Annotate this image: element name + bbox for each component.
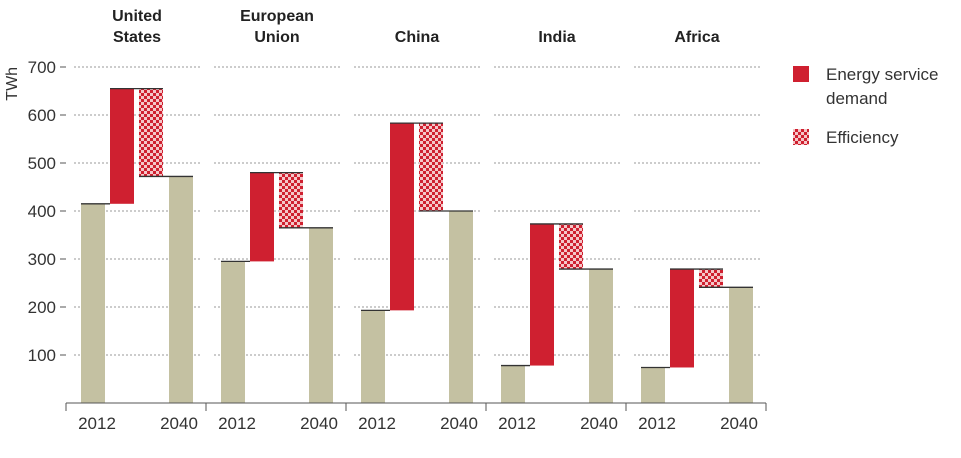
region-title: China [395,29,440,46]
bar-2040 [309,227,333,403]
legend-swatch-demand [793,66,809,82]
x-tick-label: 2012 [498,414,536,433]
legend-label: Energy service [826,65,938,84]
y-axis-label: TWh [4,67,21,101]
legend-swatch-efficiency [793,129,809,145]
region-title: European [240,8,314,25]
y-tick-label: 200 [28,298,56,317]
bar-2012 [641,367,665,403]
bar-energy-service-demand [530,223,554,366]
region-title: States [113,29,161,46]
region-title: Union [254,29,299,46]
bar-efficiency [419,123,443,211]
y-tick-label: 300 [28,250,56,269]
x-tick-label: 2012 [218,414,256,433]
x-tick-label: 2012 [638,414,676,433]
bar-efficiency [699,269,723,288]
region-title: Africa [674,29,719,46]
bar-energy-service-demand [390,123,414,311]
y-tick-label: 700 [28,58,56,77]
bar-efficiency [559,223,583,270]
x-tick-label: 2040 [300,414,338,433]
x-tick-label: 2040 [440,414,478,433]
axes [60,66,767,411]
y-tick-label: 600 [28,106,56,125]
y-tick-label: 400 [28,202,56,221]
labels: 100 200 300 400 500 600 700 TWh 2012 2040 United St… [4,8,758,433]
x-tick-label: 2040 [160,414,198,433]
bar-2040 [729,287,753,403]
bar-2040 [589,269,613,403]
y-tick-label: 100 [28,346,56,365]
region-title: India [538,29,575,46]
bar-2040 [169,176,193,403]
bar-2012 [221,261,245,403]
bar-efficiency [139,88,163,177]
legend: Energy service demand Efficiency [793,65,938,147]
bar-energy-service-demand [250,172,274,262]
x-tick-label: 2040 [580,414,618,433]
bar-energy-service-demand [670,269,694,368]
y-tick-label: 500 [28,154,56,173]
legend-label: demand [826,89,887,108]
bar-2012 [361,310,385,403]
legend-label: Efficiency [826,128,899,147]
bar-energy-service-demand [110,88,134,204]
x-tick-label: 2012 [358,414,396,433]
bar-efficiency [279,172,303,228]
bar-2012 [501,365,525,403]
bar-2012 [81,203,105,403]
x-tick-label: 2040 [720,414,758,433]
region-title: United [112,8,162,25]
bars [81,87,753,403]
x-tick-label: 2012 [78,414,116,433]
bar-2040 [449,211,473,403]
